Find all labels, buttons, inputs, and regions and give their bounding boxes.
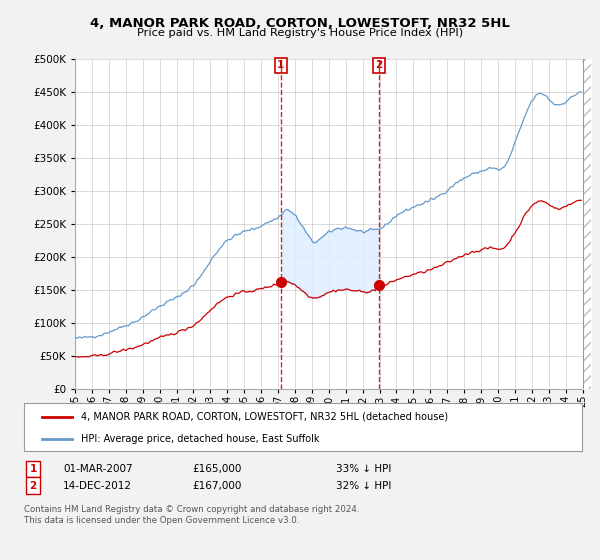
Text: 4, MANOR PARK ROAD, CORTON, LOWESTOFT, NR32 5HL (detached house): 4, MANOR PARK ROAD, CORTON, LOWESTOFT, N…	[81, 412, 448, 422]
Text: 01-MAR-2007: 01-MAR-2007	[63, 464, 133, 474]
Text: 2: 2	[375, 60, 382, 70]
Text: Price paid vs. HM Land Registry's House Price Index (HPI): Price paid vs. HM Land Registry's House …	[137, 28, 463, 38]
Text: £165,000: £165,000	[192, 464, 241, 474]
Text: HPI: Average price, detached house, East Suffolk: HPI: Average price, detached house, East…	[81, 434, 320, 444]
Text: 1: 1	[29, 464, 37, 474]
Text: 1: 1	[277, 60, 284, 70]
Text: 33% ↓ HPI: 33% ↓ HPI	[336, 464, 391, 474]
Text: 2: 2	[29, 480, 37, 491]
Text: £167,000: £167,000	[192, 480, 241, 491]
Text: 14-DEC-2012: 14-DEC-2012	[63, 480, 132, 491]
Bar	[583, 59, 591, 389]
Text: 4, MANOR PARK ROAD, CORTON, LOWESTOFT, NR32 5HL: 4, MANOR PARK ROAD, CORTON, LOWESTOFT, N…	[90, 17, 510, 30]
Text: 32% ↓ HPI: 32% ↓ HPI	[336, 480, 391, 491]
Text: Contains HM Land Registry data © Crown copyright and database right 2024.
This d: Contains HM Land Registry data © Crown c…	[24, 505, 359, 525]
